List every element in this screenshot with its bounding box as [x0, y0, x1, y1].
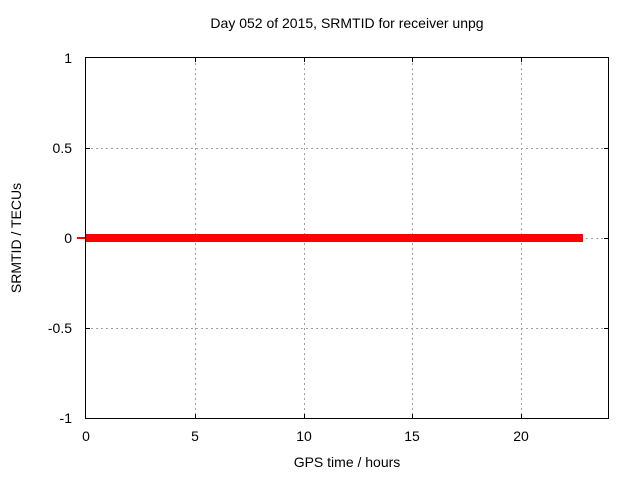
plot-area [85, 57, 609, 419]
series-line [86, 234, 583, 242]
y-tick-label: 0 [64, 230, 72, 246]
x-tick-mark [304, 58, 305, 62]
x-tick-mark [521, 414, 522, 418]
y-tick-mark [604, 148, 608, 149]
x-tick-label: 0 [82, 428, 90, 444]
gridline-horizontal [86, 328, 608, 329]
x-tick-label: 15 [404, 428, 420, 444]
zero-tick-red-dash [77, 237, 85, 239]
y-tick-label: 1 [64, 50, 72, 66]
x-axis-label: GPS time / hours [293, 454, 401, 470]
x-tick-mark [195, 414, 196, 418]
y-tick-mark [86, 328, 90, 329]
gridline-horizontal [86, 148, 608, 149]
chart-title: Day 052 of 2015, SRMTID for receiver unp… [210, 15, 484, 31]
x-tick-label: 20 [513, 428, 529, 444]
x-tick-label: 5 [191, 428, 199, 444]
x-tick-mark [304, 414, 305, 418]
x-tick-mark [412, 58, 413, 62]
y-tick-label: 0.5 [52, 140, 72, 156]
y-tick-mark [604, 328, 608, 329]
x-tick-label: 10 [296, 428, 312, 444]
y-tick-mark [86, 148, 90, 149]
x-tick-mark [412, 414, 413, 418]
x-tick-mark [521, 58, 522, 62]
y-tick-label: -1 [59, 410, 72, 426]
x-tick-mark [195, 58, 196, 62]
y-tick-mark [604, 238, 608, 239]
y-tick-label: -0.5 [47, 320, 72, 336]
